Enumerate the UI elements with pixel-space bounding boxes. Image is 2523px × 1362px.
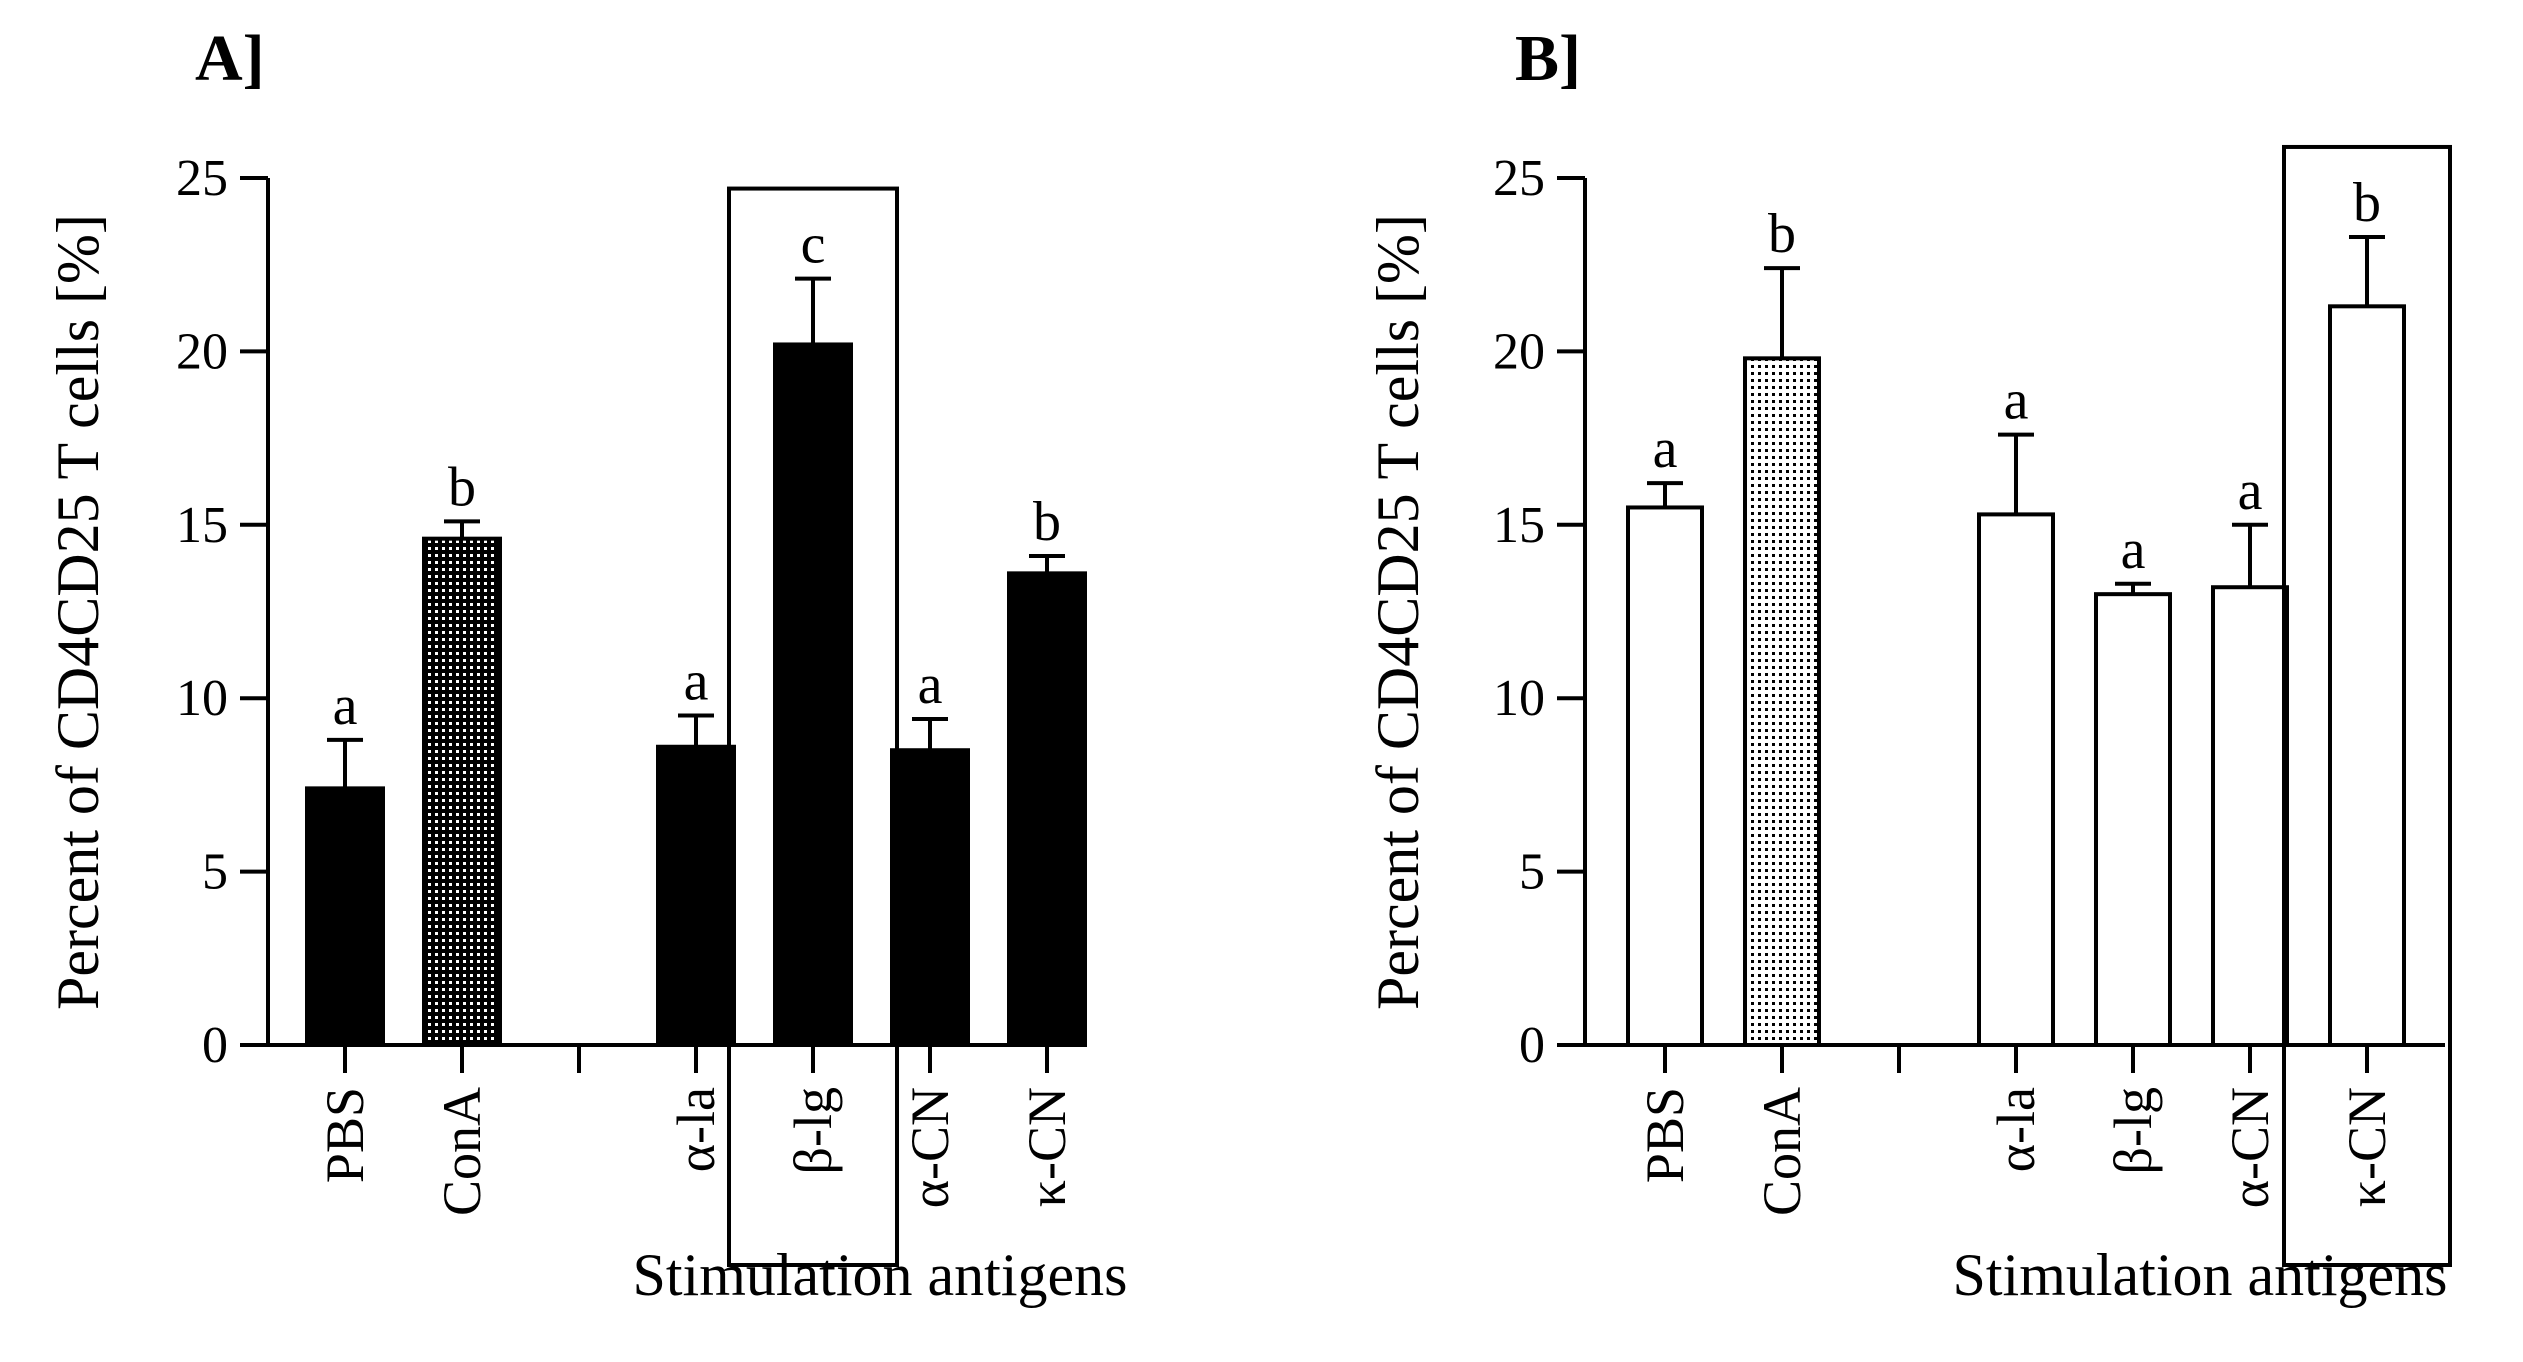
significance-cona: b (1768, 203, 1796, 265)
y-tick-label: 10 (1493, 670, 1545, 727)
x-tick-label-pbs: PBS (315, 1087, 375, 1183)
x-tick-label-pbs: PBS (1635, 1087, 1695, 1183)
significance-alpha-la: a (684, 651, 709, 713)
y-tick-label: 5 (202, 844, 228, 901)
y-tick-label: 5 (1519, 844, 1545, 901)
y-tick-label: 10 (176, 670, 228, 727)
x-tick-label-alpha-la: α-la (666, 1087, 726, 1172)
x-axis-label: Stimulation antigens (1953, 1242, 2448, 1308)
y-tick-label: 25 (1493, 150, 1545, 207)
x-tick-label-kappa-cn: κ-CN (2337, 1087, 2397, 1207)
y-axis-label: Percent of CD4CD25 T cells [%] (45, 214, 111, 1010)
x-tick-label-alpha-cn: α-CN (900, 1087, 960, 1208)
bar-beta-lg (2094, 592, 2172, 1047)
x-axis-label: Stimulation antigens (633, 1242, 1128, 1308)
panel-a: A] Percent of CD4CD25 T cells [%] Stimulat… (45, 22, 1127, 1308)
y-tick-label: 0 (202, 1017, 228, 1074)
panel-label: A] (195, 22, 265, 95)
y-tick-label: 0 (1519, 1017, 1545, 1074)
bar-kappa-cn (1007, 571, 1087, 1047)
x-tick-label-kappa-cn: κ-CN (1017, 1087, 1077, 1207)
bar-alpha-la (656, 744, 736, 1047)
x-tick-label-beta-lg: β-lg (2103, 1087, 2163, 1174)
panel-b: B] Percent of CD4CD25 T cells [%] Stimulat… (1365, 22, 2452, 1308)
x-tick-label-cona: ConA (1752, 1087, 1812, 1216)
bar-alpha-cn (2211, 585, 2289, 1047)
highlight-box-beta-lg (727, 186, 899, 1267)
bar-cona (422, 536, 502, 1047)
y-tick-label: 20 (1493, 323, 1545, 380)
y-tick-label: 20 (176, 323, 228, 380)
significance-cona: b (448, 456, 476, 518)
x-tick-label-cona: ConA (432, 1087, 492, 1216)
y-tick-label: 25 (176, 150, 228, 207)
bar-cona (1743, 356, 1821, 1047)
panel-label: B] (1515, 22, 1581, 95)
bar-kappa-cn (2328, 304, 2406, 1048)
x-tick-label-alpha-la: α-la (1986, 1087, 2046, 1172)
significance-beta-lg: c (801, 214, 826, 276)
significance-kappa-cn: b (2353, 172, 2381, 234)
y-tick-label: 15 (1493, 497, 1545, 554)
y-tick-label: 15 (176, 497, 228, 554)
x-tick-label-beta-lg: β-lg (783, 1087, 843, 1174)
significance-kappa-cn: b (1033, 491, 1061, 553)
bar-pbs (1626, 505, 1704, 1047)
y-axis-label: Percent of CD4CD25 T cells [%] (1365, 214, 1431, 1010)
significance-pbs: a (333, 675, 358, 737)
significance-alpha-la: a (2004, 370, 2029, 432)
x-tick-label-alpha-cn: α-CN (2220, 1087, 2280, 1208)
highlight-box-kappa-cn (2282, 144, 2452, 1267)
significance-pbs: a (1653, 418, 1678, 480)
bar-pbs (305, 786, 385, 1047)
significance-beta-lg: a (2121, 519, 2146, 581)
significance-alpha-cn: a (918, 654, 943, 716)
bar-alpha-la (1977, 512, 2055, 1047)
bar-alpha-cn (890, 748, 970, 1047)
significance-alpha-cn: a (2238, 460, 2263, 522)
bar-beta-lg (773, 342, 853, 1047)
